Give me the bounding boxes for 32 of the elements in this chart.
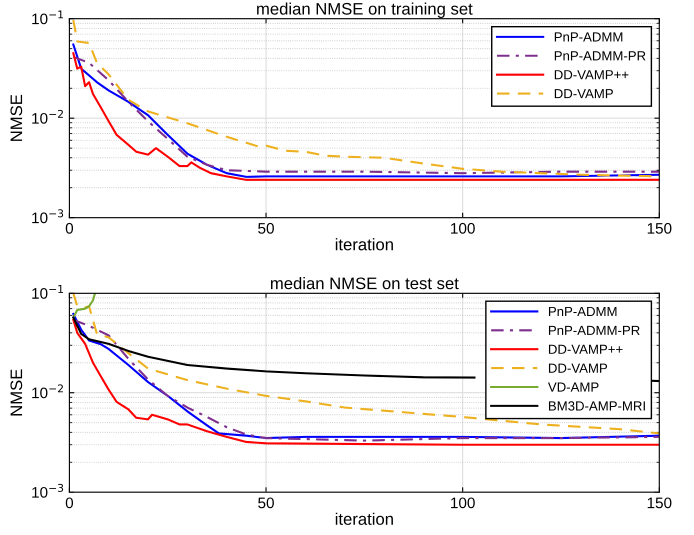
line-series	[72, 293, 96, 319]
y-tick-label: 10$^{−3}$	[32, 484, 64, 498]
x-tick-label: 150	[648, 497, 672, 508]
y-tick-label: 10$^{−2}$	[32, 384, 63, 398]
chart-title: median NMSE on training set	[257, 2, 473, 18]
y-tick-label: 10$^{−1}$	[32, 285, 63, 299]
x-tick-label: 150	[648, 222, 672, 234]
x-axis-title: iteration	[336, 512, 393, 525]
legend-label: PnP-ADMM	[554, 32, 622, 42]
y-tick-label: 10$^{−2}$	[32, 110, 63, 124]
legend-label: BM3D-AMP-MRI	[548, 401, 645, 411]
legend-label: DD-VAMP++	[548, 344, 623, 354]
y-axis-title: NMSE	[10, 369, 22, 416]
y-axis-title: NMSE	[10, 94, 22, 141]
x-tick-label: 50	[258, 497, 274, 508]
x-tick-label: 0	[66, 497, 74, 508]
legend-label: DD-VAMP	[554, 89, 613, 98]
line-series	[72, 293, 660, 434]
legend-label: DD-VAMP	[548, 364, 608, 373]
x-axis-title: iteration	[336, 238, 393, 250]
y-tick-label: 10$^{−3}$	[32, 209, 64, 224]
y-tick-label: 10$^{−1}$	[32, 10, 63, 24]
legend-label: PnP-ADMM	[548, 306, 616, 316]
x-tick-label: 100	[451, 497, 475, 508]
legend-label: PnP-ADMM-PR	[548, 326, 640, 335]
legend-label: VD-AMP	[548, 382, 598, 392]
chart-title: median NMSE on test set	[270, 277, 459, 290]
x-tick-label: 100	[451, 222, 475, 234]
x-tick-label: 0	[66, 222, 74, 234]
x-tick-label: 50	[258, 222, 274, 234]
legend-label: PnP-ADMM-PR	[554, 51, 646, 60]
legend-label: DD-VAMP++	[554, 70, 628, 80]
